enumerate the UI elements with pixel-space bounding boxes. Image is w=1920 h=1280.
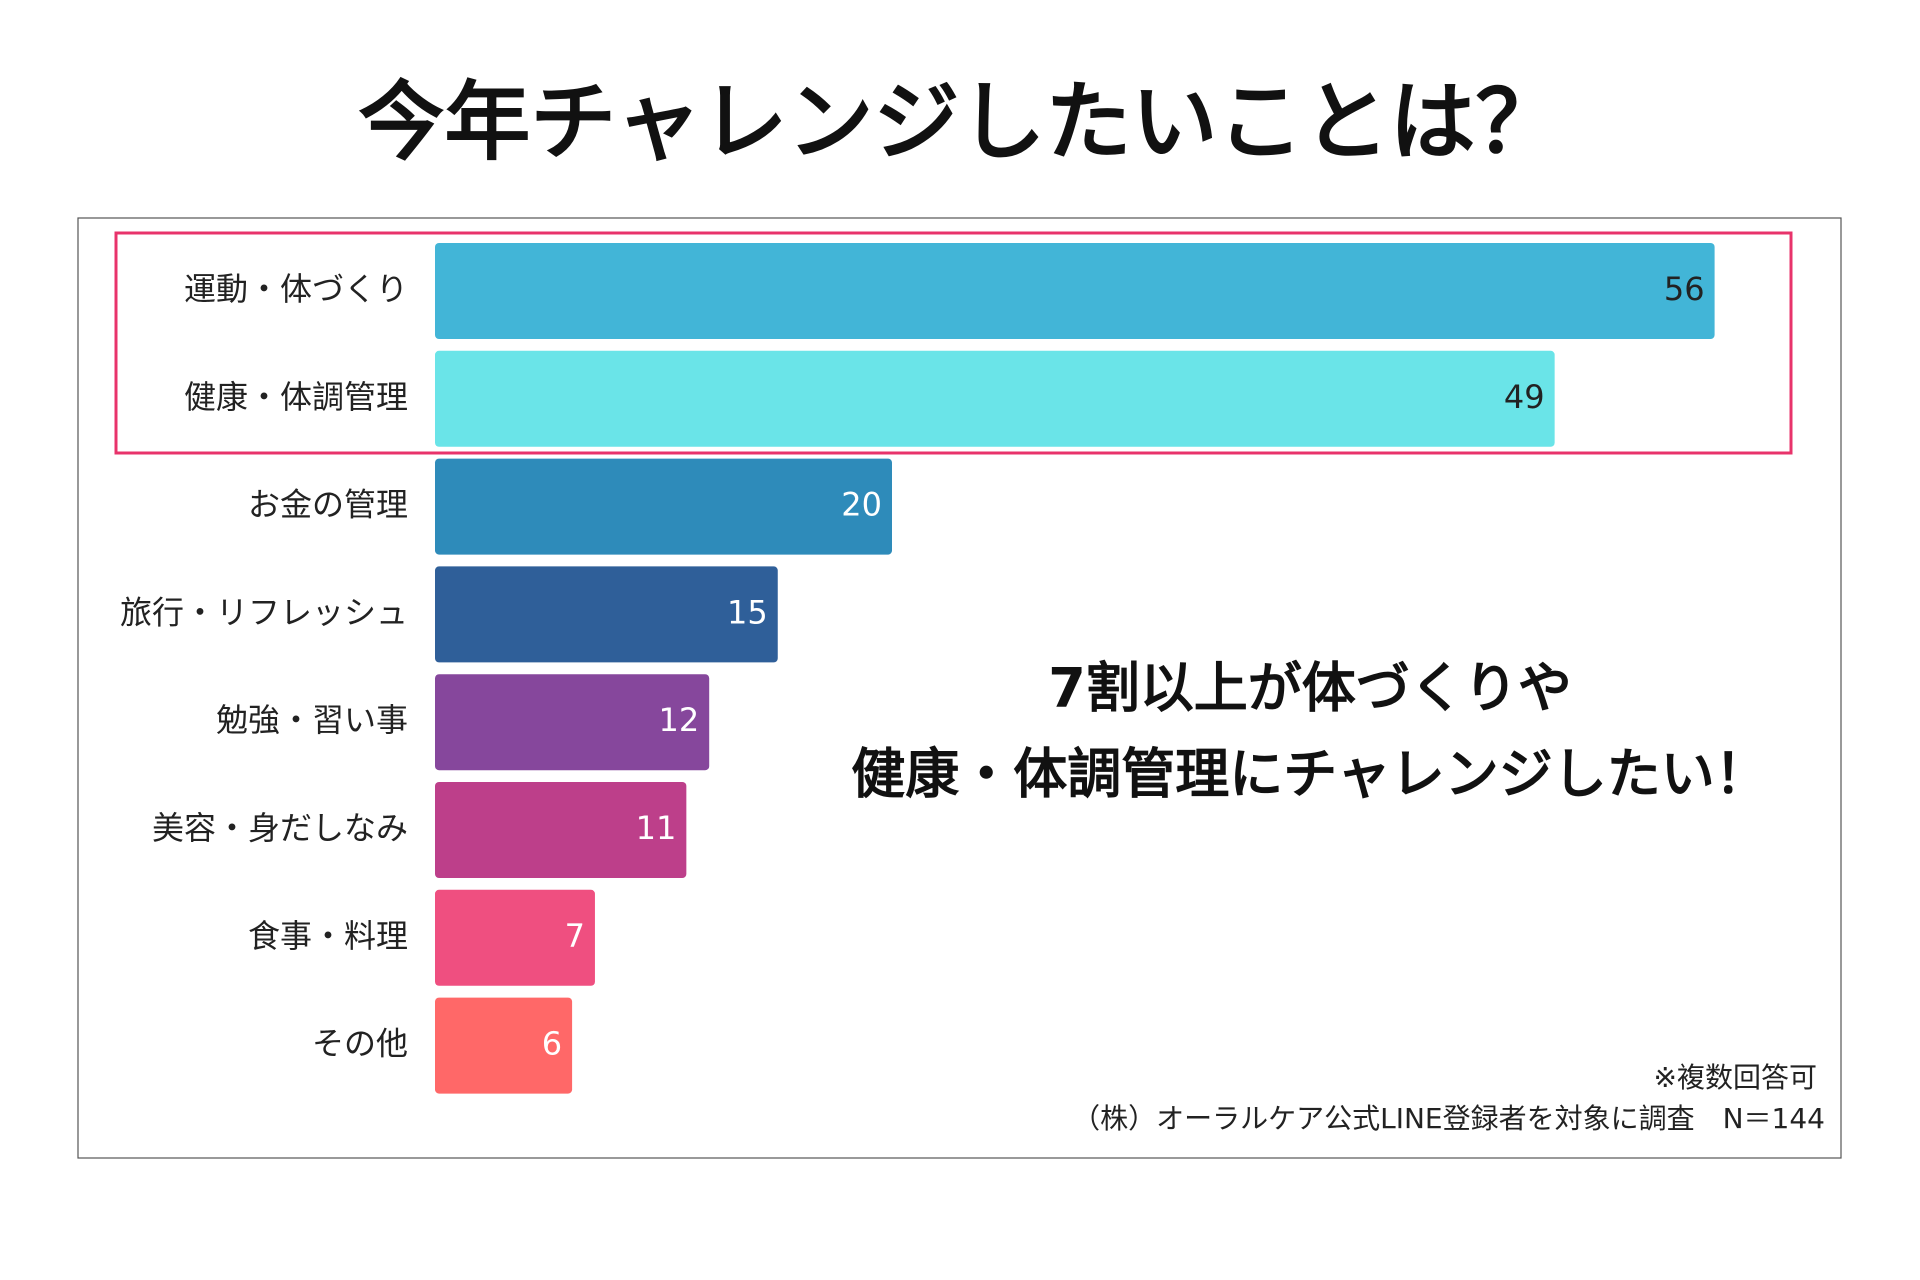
value-label: 7: [565, 917, 585, 955]
y-tick-label: 旅行・リフレッシュ: [120, 593, 408, 631]
value-label: 49: [1504, 378, 1545, 416]
y-tick-label: 美容・身だしなみ: [152, 809, 408, 847]
y-tick-label: 運動・体づくり: [184, 270, 408, 308]
value-label: 11: [636, 809, 677, 847]
y-tick-label: その他: [312, 1025, 408, 1063]
annotation: 健康・体調管理にチャレンジしたい！: [851, 743, 1768, 806]
plot-area: 運動・体づくり 56 健康・体調管理 49 お金の管理 20 旅行・リフレッシュ 15 勉強・習…: [120, 243, 1715, 1094]
bar: [435, 350, 1555, 447]
highlight-box: [114, 231, 1793, 455]
y-tick-label: 勉強・習い事: [216, 701, 408, 739]
bar: [435, 674, 710, 771]
chart-frame: [77, 217, 1842, 1159]
y-tick-label: お金の管理: [248, 486, 408, 524]
bar: [435, 458, 892, 555]
bar: [435, 997, 573, 1094]
value-label: 12: [658, 701, 699, 739]
bar: [435, 889, 595, 986]
y-tick-label: 健康・体調管理: [184, 378, 408, 416]
y-tick-label: 食事・料理: [248, 917, 408, 955]
value-label: 15: [727, 593, 768, 631]
bar: [435, 243, 1715, 339]
annotation: 7割以上が体づくりや: [1048, 657, 1572, 720]
note: ※複数回答可: [1654, 1061, 1817, 1094]
bar: [435, 566, 778, 663]
note: （株）オーラルケア公式LINE登録者を対象に調査 N＝144: [1072, 1102, 1825, 1135]
value-label: 56: [1664, 270, 1705, 308]
value-label: 20: [841, 486, 882, 524]
bar: [435, 782, 687, 878]
chart-title: 今年チャレンジしたいことは？: [358, 72, 1561, 172]
value-label: 6: [542, 1025, 562, 1063]
